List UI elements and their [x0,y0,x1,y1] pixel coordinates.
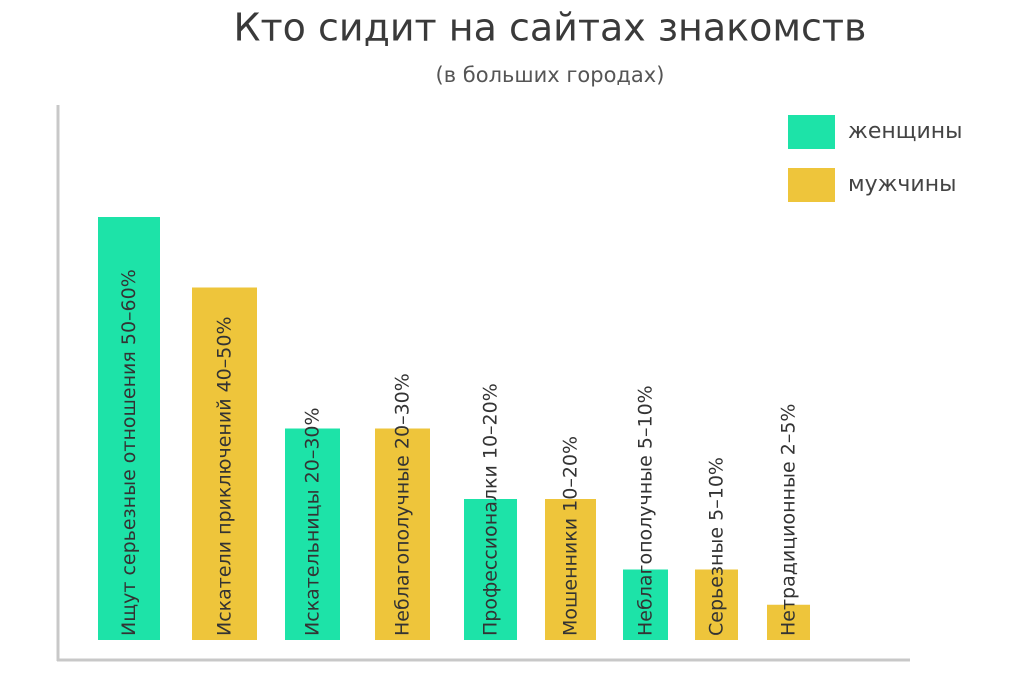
bar [192,287,257,640]
legend-swatch [788,115,835,149]
bar [545,499,596,640]
bar-label: Нетрадиционные 2–5% [777,404,799,636]
value-label: 10–20% [559,436,581,512]
bar [375,428,430,640]
value-label: 5–10% [705,457,727,521]
bar [98,217,160,640]
bar-label: Профессионалки 10–20% [479,383,501,636]
bar-label: Мошенники 10–20% [559,436,581,636]
bar-label: Серьезные 5–10% [705,457,727,636]
category-label: Мошенники [559,518,581,636]
value-label: 50–60% [118,269,140,345]
bar-label: Искатели приключений 40–50% [213,316,235,636]
category-label: Ищут серьезные отношения [118,351,140,636]
category-label: Серьезные [705,527,727,636]
bar [623,569,668,640]
category-label: Искатели приключений [213,398,235,636]
category-label: Профессионалки [479,465,501,636]
bar-label: Ищут серьезные отношения 50–60% [118,269,140,636]
bar-label: Неблагополучные 5–10% [634,385,656,636]
bar-label: Искательницы 20–30% [301,407,323,636]
category-label: Искательницы [301,489,323,636]
category-label: Неблагополучные [634,455,656,636]
bar [464,499,517,640]
value-label: 10–20% [479,383,501,459]
value-label: 5–10% [634,385,656,449]
chart-title: Кто сидит на сайтах знакомств [234,6,867,50]
value-label: 2–5% [777,404,799,456]
bar [767,604,810,640]
value-label: 20–30% [391,373,413,449]
value-label: 40–50% [213,316,235,392]
legend-label: женщины [848,119,963,144]
bar-label: Неблагополучные 20–30% [391,373,413,636]
bar [285,428,340,640]
chart-subtitle: (в больших городах) [436,63,665,87]
category-label: Нетрадиционные [777,461,799,636]
legend-swatch [788,168,835,202]
legend-label: мужчины [848,172,957,197]
category-label: Неблагополучные [391,455,413,636]
bar [695,569,738,640]
value-label: 20–30% [301,407,323,483]
